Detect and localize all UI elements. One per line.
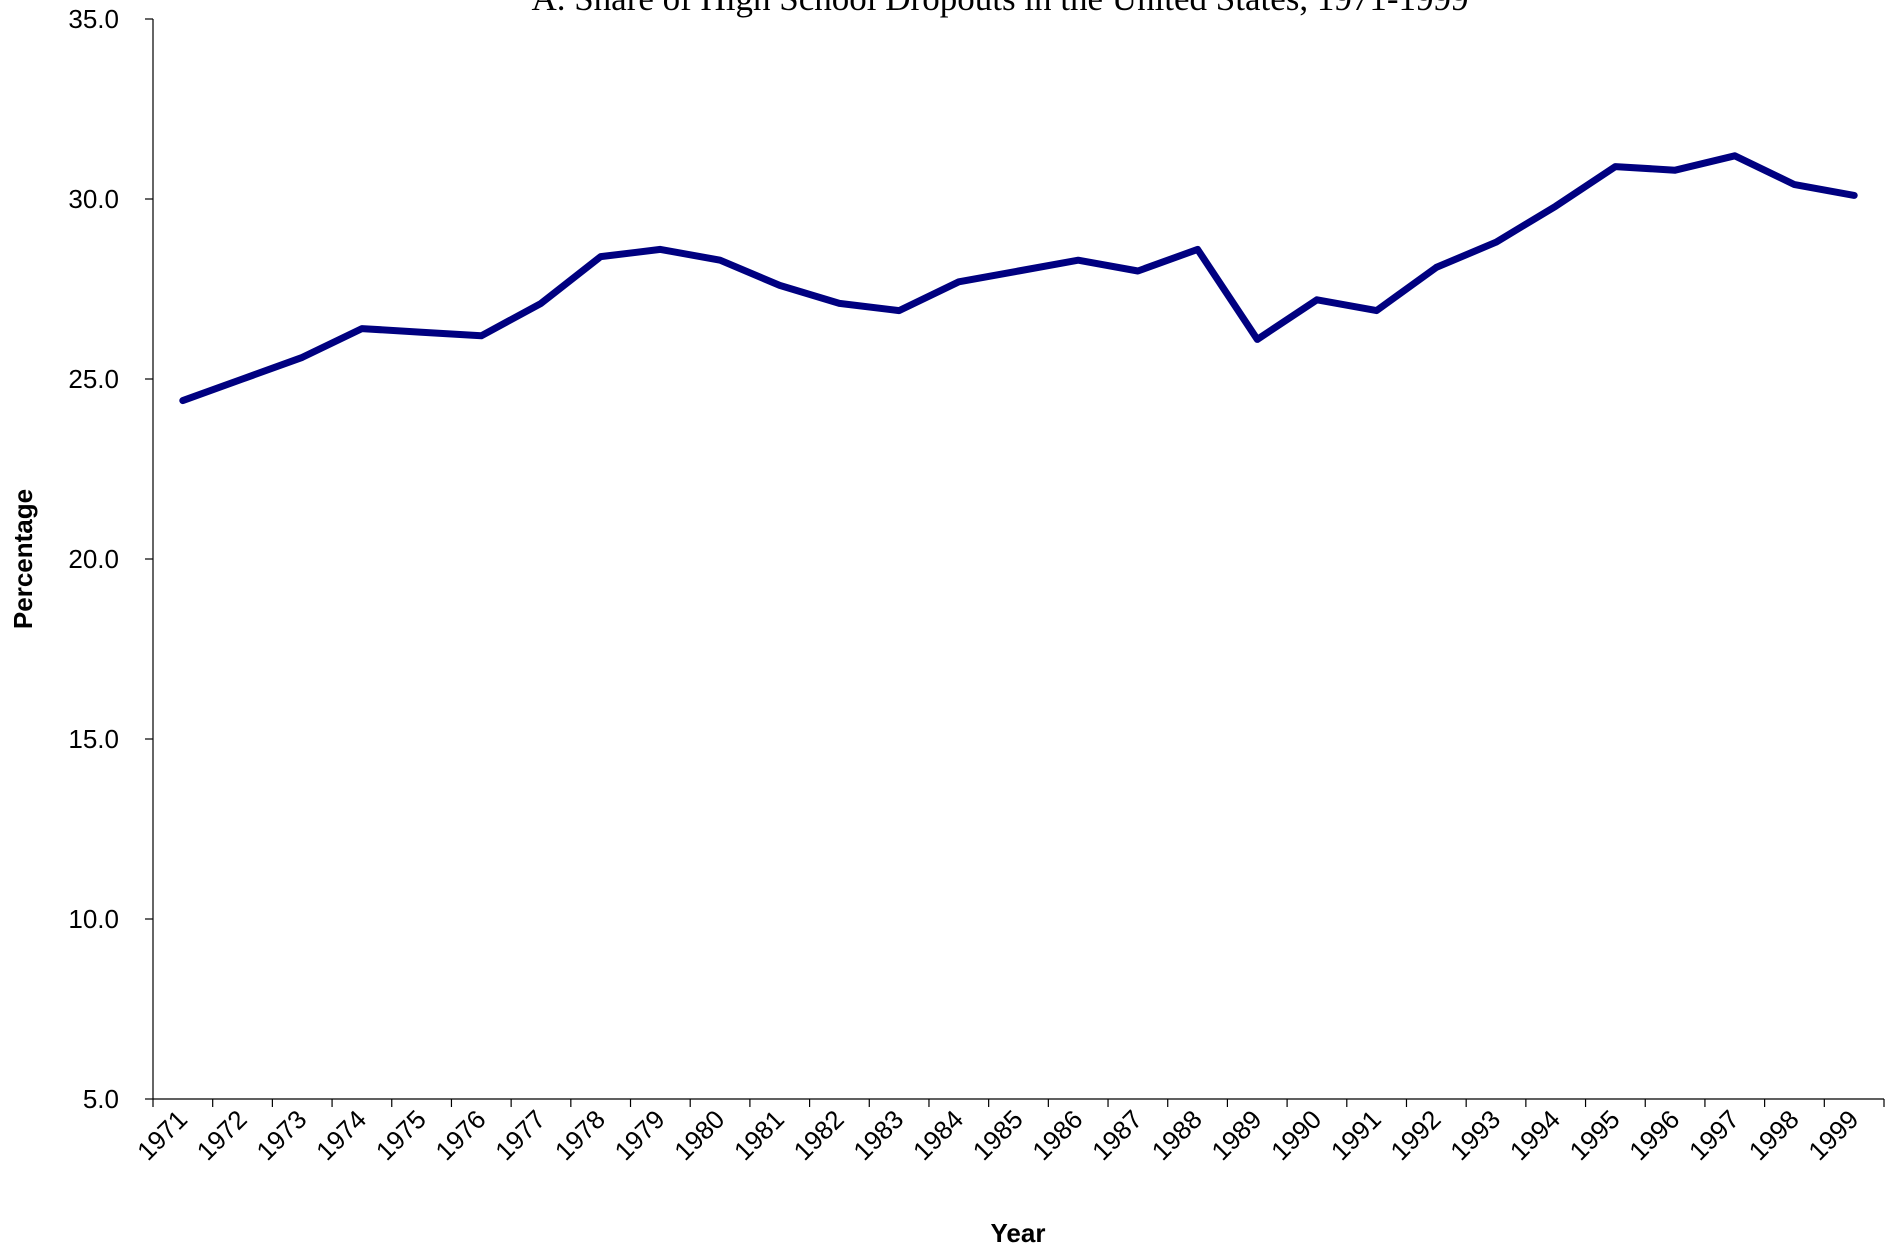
x-tick-label: 1979 bbox=[608, 1104, 670, 1166]
data-line bbox=[179, 152, 1858, 405]
x-tick-label: 1983 bbox=[847, 1104, 909, 1166]
x-tick-label: 1989 bbox=[1205, 1104, 1267, 1166]
x-tick-label: 1978 bbox=[549, 1104, 611, 1166]
x-axis-title: Year bbox=[991, 1218, 1046, 1246]
x-tick-label: 1982 bbox=[788, 1104, 850, 1166]
x-tick-label: 1986 bbox=[1026, 1104, 1088, 1166]
x-tick-label: 1973 bbox=[250, 1104, 312, 1166]
y-tick-label: 35.0 bbox=[68, 4, 119, 34]
x-tick-label: 1997 bbox=[1683, 1104, 1745, 1166]
y-tick-label: 10.0 bbox=[68, 904, 119, 934]
x-tick-label: 1991 bbox=[1325, 1104, 1387, 1166]
x-tick-label: 1974 bbox=[310, 1104, 372, 1166]
x-tick-label: 1988 bbox=[1146, 1104, 1208, 1166]
y-tick-label: 20.0 bbox=[68, 544, 119, 574]
y-axis-title: Percentage bbox=[8, 489, 38, 629]
x-tick-label: 1994 bbox=[1504, 1104, 1566, 1166]
x-tick-label: 1996 bbox=[1623, 1104, 1685, 1166]
x-tick-label: 1981 bbox=[728, 1104, 790, 1166]
x-tick-label: 1976 bbox=[429, 1104, 491, 1166]
y-tick-label: 25.0 bbox=[68, 364, 119, 394]
x-tick-label: 1984 bbox=[907, 1104, 969, 1166]
x-tick-label: 1985 bbox=[967, 1104, 1029, 1166]
y-tick-label: 15.0 bbox=[68, 724, 119, 754]
x-tick-label: 1975 bbox=[370, 1104, 432, 1166]
x-tick-label: 1987 bbox=[1086, 1104, 1148, 1166]
y-tick-label: 30.0 bbox=[68, 184, 119, 214]
x-tick-label: 1999 bbox=[1802, 1104, 1864, 1166]
chart-title: A. Share of High School Dropouts in the … bbox=[531, 0, 1468, 18]
x-tick-label: 1992 bbox=[1384, 1104, 1446, 1166]
x-tick-label: 1972 bbox=[191, 1104, 253, 1166]
x-tick-label: 1993 bbox=[1444, 1104, 1506, 1166]
x-tick-label: 1990 bbox=[1265, 1104, 1327, 1166]
x-tick-label: 1971 bbox=[131, 1104, 193, 1166]
x-tick-label: 1998 bbox=[1743, 1104, 1805, 1166]
x-tick-label: 1977 bbox=[489, 1104, 551, 1166]
y-tick-label: 5.0 bbox=[83, 1084, 119, 1114]
x-tick-label: 1995 bbox=[1564, 1104, 1626, 1166]
x-tick-label: 1980 bbox=[668, 1104, 730, 1166]
